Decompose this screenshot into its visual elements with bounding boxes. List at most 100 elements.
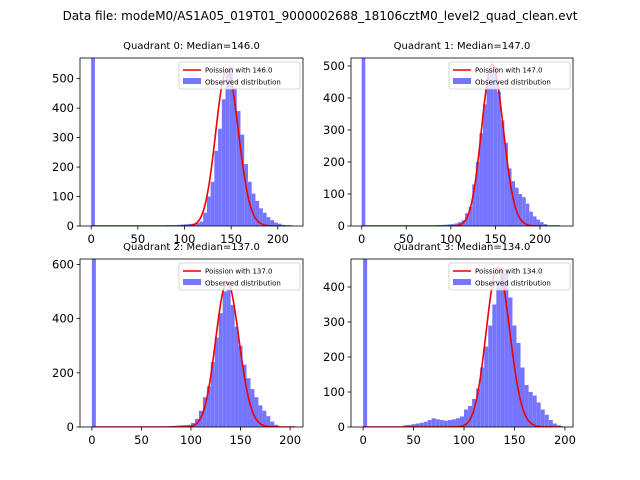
histogram-bar	[486, 75, 491, 226]
legend-hist-swatch	[183, 78, 201, 84]
histogram-bar	[515, 187, 519, 226]
x-tick-label: 50	[406, 433, 421, 447]
y-tick-label: 300	[52, 131, 74, 145]
histogram-bar	[411, 424, 416, 427]
x-tick-label: 0	[358, 232, 365, 246]
histogram-bar	[552, 423, 557, 427]
histogram-bar	[226, 288, 231, 427]
axes-frame	[79, 57, 304, 227]
x-tick-label: 150	[230, 433, 252, 447]
histogram-bar	[488, 325, 493, 427]
histogram-bar	[274, 424, 279, 427]
x-tick-label: 100	[180, 433, 202, 447]
histogram-bar	[206, 196, 211, 226]
histogram-bar	[493, 66, 498, 226]
x-tick-label: 200	[554, 433, 576, 447]
y-tick-label: 500	[52, 72, 74, 86]
x-tick-label: 0	[88, 232, 95, 246]
histogram-bar	[229, 66, 234, 226]
panel-3: 0 50 100 150 200 0 100 200 300 400 Quadrant 3: Med…	[323, 242, 576, 447]
histogram-bar	[443, 420, 448, 427]
histogram-bar	[403, 425, 408, 427]
histogram-bar	[270, 421, 275, 427]
histogram-bar	[511, 181, 516, 226]
histogram-bar	[270, 220, 275, 226]
histogram-bar	[496, 280, 501, 427]
legend-poisson-label: Poission with 137.0	[205, 268, 273, 276]
histogram-bar	[206, 386, 211, 427]
histogram-bar	[543, 224, 548, 226]
histogram-bar	[507, 168, 512, 226]
histogram-bar	[447, 420, 452, 427]
histogram-bars	[91, 58, 286, 226]
histogram-bar	[183, 425, 188, 427]
histogram-bar	[423, 421, 428, 427]
panel-title: Quadrant 2: Median=137.0	[123, 242, 260, 253]
legend-hist-label: Observed distribution	[205, 280, 281, 288]
histogram-bar	[548, 420, 553, 427]
panel-title: Quadrant 3: Median=134.0	[394, 242, 531, 253]
histogram-bar	[532, 216, 537, 226]
x-tick-label: 200	[279, 433, 301, 447]
axes-frame	[79, 258, 304, 428]
histogram-bar	[528, 392, 533, 427]
histogram-bar	[512, 325, 517, 427]
panel-title: Quadrant 0: Median=146.0	[123, 41, 260, 52]
histogram-bar	[484, 346, 489, 427]
legend-hist-label: Observed distribution	[205, 79, 281, 87]
histogram-bar	[240, 134, 245, 226]
histogram-bar	[236, 111, 241, 226]
histogram-bar	[262, 212, 267, 226]
histogram-bar	[516, 343, 521, 427]
histogram-bar	[472, 184, 476, 226]
legend-poisson-label: Poission with 147.0	[475, 67, 543, 75]
histogram-bar	[504, 142, 508, 226]
x-tick-label: 0	[359, 433, 366, 447]
legend-hist-label: Observed distribution	[475, 79, 551, 87]
y-tick-label: 400	[52, 101, 74, 115]
histogram-bar	[250, 389, 255, 427]
histogram-bar	[465, 213, 469, 226]
figure-suptitle: Data file: modeM0/AS1A05_019T01_90000026…	[63, 9, 578, 23]
panel-0: 0 50 100 150 200 0 100 200 300 400 500 Quadrant 0: …	[52, 41, 304, 246]
histogram-bar	[518, 194, 523, 226]
histogram-bar	[450, 224, 455, 226]
x-tick-label: 100	[440, 232, 462, 246]
poisson-curve	[361, 63, 560, 226]
y-tick-label: 200	[323, 155, 345, 169]
y-tick-label: 0	[67, 420, 74, 434]
histogram-bar	[242, 364, 247, 427]
x-tick-label: 0	[88, 433, 95, 447]
histogram-bar	[439, 420, 444, 427]
panel-1: 0 50 100 150 200 0 100 200 300 400 500 Quadrant 1: …	[323, 41, 574, 246]
histogram-bars	[363, 259, 561, 427]
histogram-bar	[251, 193, 256, 226]
legend-poisson-label: Poission with 134.0	[475, 268, 543, 276]
histogram-bar	[266, 217, 271, 226]
histogram-bar	[91, 259, 96, 427]
x-tick-label: 50	[131, 232, 146, 246]
histogram-bar	[233, 87, 237, 226]
y-tick-label: 0	[338, 420, 345, 434]
histogram-bar	[210, 181, 215, 226]
legend-box	[448, 262, 571, 291]
histogram-bar	[540, 222, 544, 226]
histogram-bar	[361, 58, 366, 226]
x-tick-label: 150	[484, 232, 506, 246]
legend-hist-label: Observed distribution	[475, 280, 551, 288]
histogram-bar	[210, 361, 215, 427]
y-tick-label: 0	[67, 219, 74, 233]
histogram-bar	[254, 397, 259, 427]
y-tick-label: 200	[52, 160, 74, 174]
legend-box	[448, 61, 571, 90]
axes-frame	[350, 57, 574, 227]
histogram-bar	[195, 223, 200, 226]
legend-box	[178, 61, 301, 90]
histogram-bar	[472, 399, 477, 427]
histogram-bar	[476, 388, 481, 427]
axes-frame	[350, 258, 574, 428]
histogram-bar	[407, 424, 412, 427]
histogram-bar	[497, 91, 501, 226]
histogram-bar	[218, 313, 223, 427]
histogram-bar	[500, 120, 505, 226]
